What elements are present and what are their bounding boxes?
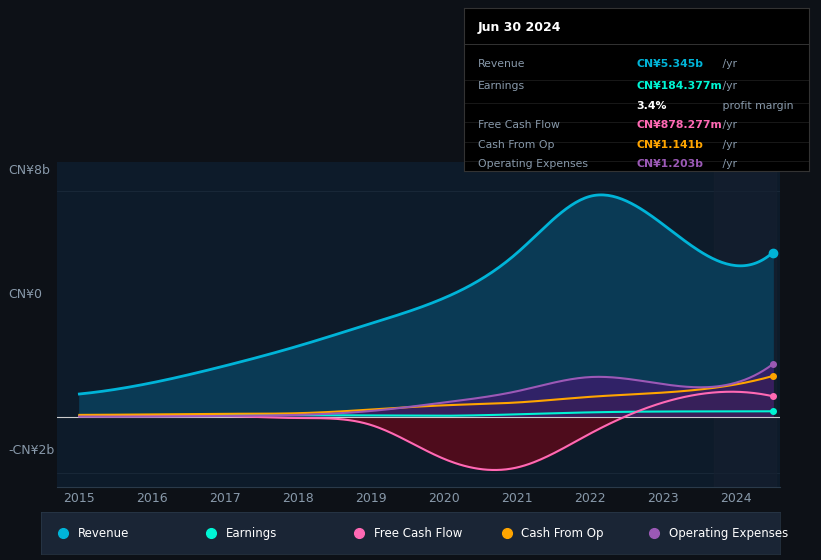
Text: CN¥0: CN¥0	[8, 287, 42, 301]
Text: CN¥1.203b: CN¥1.203b	[636, 159, 704, 169]
Text: CN¥8b: CN¥8b	[8, 164, 50, 178]
Bar	[714, 162, 777, 487]
Text: Free Cash Flow: Free Cash Flow	[478, 120, 560, 130]
Text: Earnings: Earnings	[478, 81, 525, 91]
Text: /yr: /yr	[719, 140, 737, 150]
Text: /yr: /yr	[719, 159, 737, 169]
Text: /yr: /yr	[719, 59, 737, 69]
Text: -CN¥2b: -CN¥2b	[8, 444, 54, 458]
Text: CN¥1.141b: CN¥1.141b	[636, 140, 703, 150]
Text: Operating Expenses: Operating Expenses	[478, 159, 588, 169]
Text: Operating Expenses: Operating Expenses	[669, 527, 788, 540]
Text: 3.4%: 3.4%	[636, 101, 667, 111]
Text: Cash From Op: Cash From Op	[478, 140, 554, 150]
Text: /yr: /yr	[719, 81, 737, 91]
Text: Earnings: Earnings	[226, 527, 277, 540]
Text: /yr: /yr	[719, 120, 737, 130]
Text: profit margin: profit margin	[719, 101, 794, 111]
Text: Revenue: Revenue	[478, 59, 525, 69]
Text: Free Cash Flow: Free Cash Flow	[374, 527, 462, 540]
Text: Jun 30 2024: Jun 30 2024	[478, 21, 562, 34]
Text: Revenue: Revenue	[78, 527, 130, 540]
Text: CN¥878.277m: CN¥878.277m	[636, 120, 722, 130]
Text: Cash From Op: Cash From Op	[521, 527, 603, 540]
Text: CN¥5.345b: CN¥5.345b	[636, 59, 704, 69]
Text: CN¥184.377m: CN¥184.377m	[636, 81, 722, 91]
